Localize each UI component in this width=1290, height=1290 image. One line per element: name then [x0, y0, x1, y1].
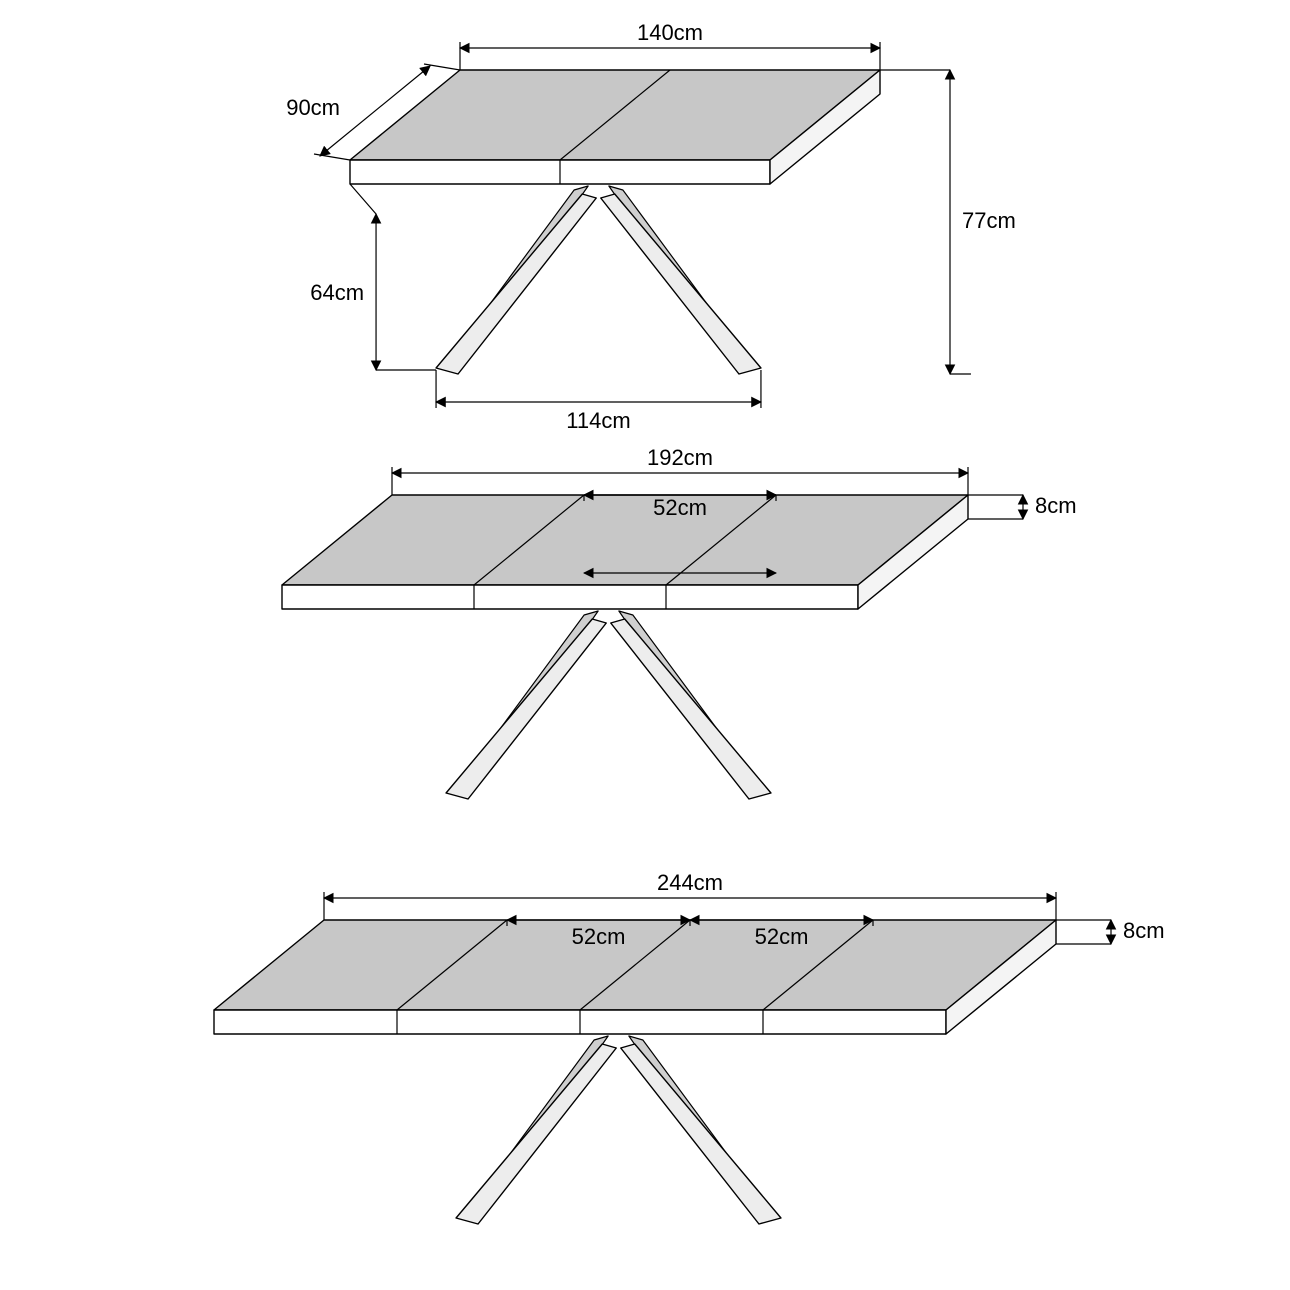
svg-text:77cm: 77cm — [962, 208, 1016, 233]
svg-text:52cm: 52cm — [653, 495, 707, 520]
svg-text:192cm: 192cm — [647, 445, 713, 470]
svg-text:114cm: 114cm — [566, 408, 630, 433]
svg-text:90cm: 90cm — [286, 95, 340, 120]
svg-text:52cm: 52cm — [755, 924, 809, 949]
svg-text:244cm: 244cm — [657, 870, 723, 895]
svg-text:8cm: 8cm — [1035, 493, 1077, 518]
svg-text:140cm: 140cm — [637, 20, 703, 45]
svg-text:52cm: 52cm — [572, 924, 626, 949]
svg-text:8cm: 8cm — [1123, 918, 1165, 943]
svg-text:64cm: 64cm — [310, 280, 364, 305]
